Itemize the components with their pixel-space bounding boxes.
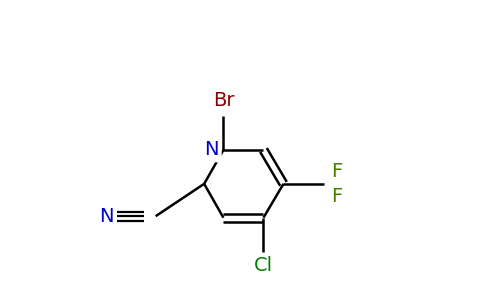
Text: N: N [100,207,114,226]
Text: F: F [331,162,343,181]
Text: F: F [331,162,343,181]
Text: F: F [331,187,343,206]
Text: N: N [100,207,114,226]
Text: Br: Br [212,91,234,110]
Text: N: N [204,140,219,160]
Text: N: N [204,140,219,160]
Text: Cl: Cl [254,256,273,275]
Text: Cl: Cl [254,256,273,275]
Text: Br: Br [212,91,234,110]
Text: F: F [331,187,343,206]
